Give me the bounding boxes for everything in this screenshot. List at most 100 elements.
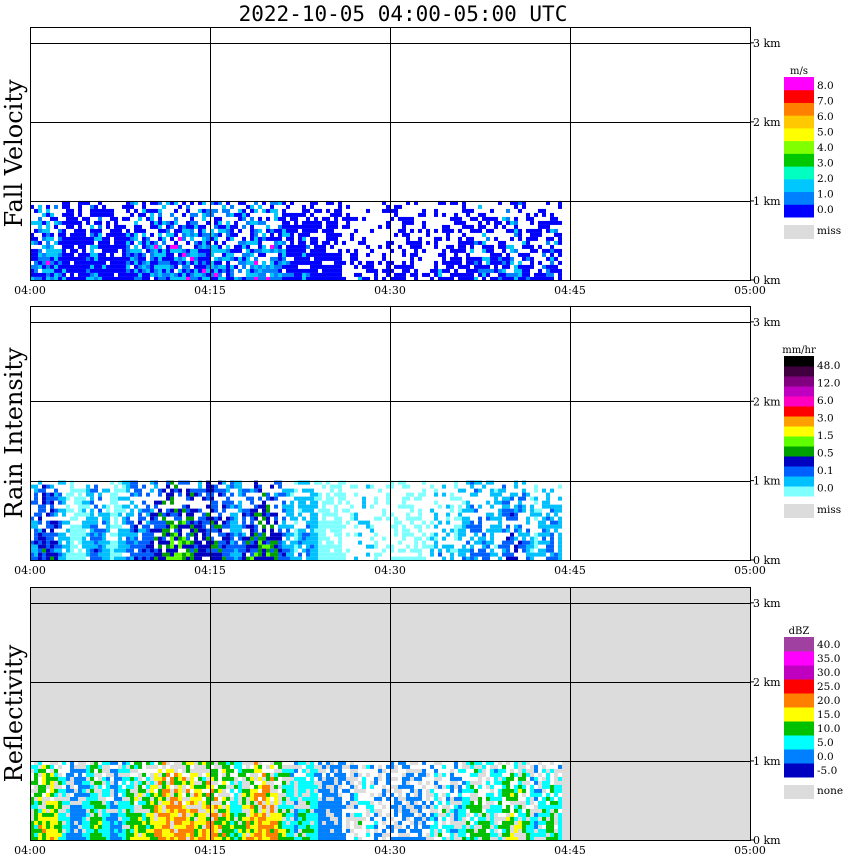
reflectivity-cell [94, 808, 98, 813]
fall-velocity-cell [214, 240, 218, 245]
rain-intensity-cell [238, 528, 242, 533]
reflectivity-cell [118, 820, 122, 825]
rain-intensity-cell [38, 512, 42, 517]
reflectivity-cell [198, 760, 202, 765]
reflectivity-cell [274, 772, 278, 777]
reflectivity-cell [178, 832, 182, 837]
reflectivity-cell [250, 768, 254, 773]
rain-intensity-cell [418, 548, 422, 553]
fall-velocity-xtick-label: 04:30 [374, 284, 406, 297]
reflectivity-cell [314, 820, 318, 825]
fall-velocity-cell [198, 260, 202, 265]
rain-intensity-cell [354, 512, 358, 517]
rain-intensity-cell [334, 552, 338, 557]
fall-velocity-cell [286, 248, 290, 253]
reflectivity-cell [154, 760, 158, 765]
reflectivity-cell [138, 768, 142, 773]
fall-velocity-cell [394, 276, 398, 281]
fall-velocity-cell [534, 236, 538, 241]
rain-intensity-cell [546, 524, 550, 529]
rain-intensity-cell [514, 508, 518, 513]
rain-intensity-cell [194, 508, 198, 513]
rain-intensity-cell [82, 488, 86, 493]
reflectivity-cell [446, 784, 450, 789]
rain-intensity-cell [94, 504, 98, 509]
fall-velocity-cell [310, 220, 314, 225]
fall-velocity-cell [78, 264, 82, 269]
reflectivity-cell [238, 780, 242, 785]
fall-velocity-cell [358, 240, 362, 245]
reflectivity-cell [126, 760, 130, 765]
fall-velocity-cell [62, 248, 66, 253]
fall-velocity-cell [126, 256, 130, 261]
fall-velocity-cell [186, 204, 190, 209]
rain-intensity-cell [222, 552, 226, 557]
reflectivity-cell [186, 780, 190, 785]
fall-velocity-cell [174, 220, 178, 225]
reflectivity-cell [182, 760, 186, 765]
reflectivity-cell [338, 760, 342, 765]
reflectivity-cell [170, 812, 174, 817]
fall-velocity-cell [546, 256, 550, 261]
fall-velocity-cell [70, 220, 74, 225]
reflectivity-cell [138, 784, 142, 789]
reflectivity-cell [166, 812, 170, 817]
fall-velocity-cell [270, 268, 274, 273]
rain-intensity-cell [50, 556, 54, 561]
reflectivity-cell [62, 836, 66, 841]
reflectivity-cell [138, 800, 142, 805]
reflectivity-cell [42, 784, 46, 789]
fall-velocity-cell [198, 200, 202, 205]
reflectivity-cell [102, 836, 106, 841]
fall-velocity-cell [278, 252, 282, 257]
rain-intensity-cell [314, 540, 318, 545]
reflectivity-cell [98, 784, 102, 789]
fall-velocity-cell [150, 232, 154, 237]
reflectivity-cell [122, 764, 126, 769]
reflectivity-cell [302, 776, 306, 781]
reflectivity-cell [38, 828, 42, 833]
fall-velocity-cell [414, 200, 418, 205]
fall-velocity-cell [454, 268, 458, 273]
reflectivity-cell [258, 788, 262, 793]
reflectivity-cell [106, 800, 110, 805]
rain-intensity-cell [314, 532, 318, 537]
fall-velocity-cell [470, 268, 474, 273]
reflectivity-cell [274, 812, 278, 817]
fall-velocity-cell [506, 216, 510, 221]
rain-intensity-cell [530, 512, 534, 517]
reflectivity-cell [70, 804, 74, 809]
reflectivity-cell [386, 836, 390, 841]
fall-velocity-cell [474, 268, 478, 273]
fall-velocity-cell [282, 232, 286, 237]
fall-velocity-cell [314, 240, 318, 245]
reflectivity-cell [358, 784, 362, 789]
fall-velocity-cell [310, 200, 314, 205]
rain-intensity-cell [210, 484, 214, 489]
fall-velocity-cell [494, 216, 498, 221]
rain-intensity-cell [302, 488, 306, 493]
fall-velocity-cell [70, 208, 74, 213]
reflectivity-cell [142, 788, 146, 793]
fall-velocity-cell [478, 256, 482, 261]
reflectivity-cell [46, 800, 50, 805]
fall-velocity-cell [450, 244, 454, 249]
rain-intensity-cell [470, 544, 474, 549]
rain-intensity-cell [350, 516, 354, 521]
rain-intensity-cell [150, 508, 154, 513]
reflectivity-cell [74, 772, 78, 777]
reflectivity-cell [422, 768, 426, 773]
reflectivity-cell [314, 784, 318, 789]
fall-velocity-cell [470, 248, 474, 253]
reflectivity-cell [326, 788, 330, 793]
fall-velocity-cell [546, 240, 550, 245]
fall-velocity-cell [262, 208, 266, 213]
fall-velocity-cell [90, 240, 94, 245]
fall-velocity-cell [154, 256, 158, 261]
fall-velocity-cell [390, 268, 394, 273]
fall-velocity-cell [286, 236, 290, 241]
reflectivity-cell [138, 824, 142, 829]
rain-intensity-cell [138, 512, 142, 517]
reflectivity-cell [62, 772, 66, 777]
fall-velocity-cell [234, 224, 238, 229]
